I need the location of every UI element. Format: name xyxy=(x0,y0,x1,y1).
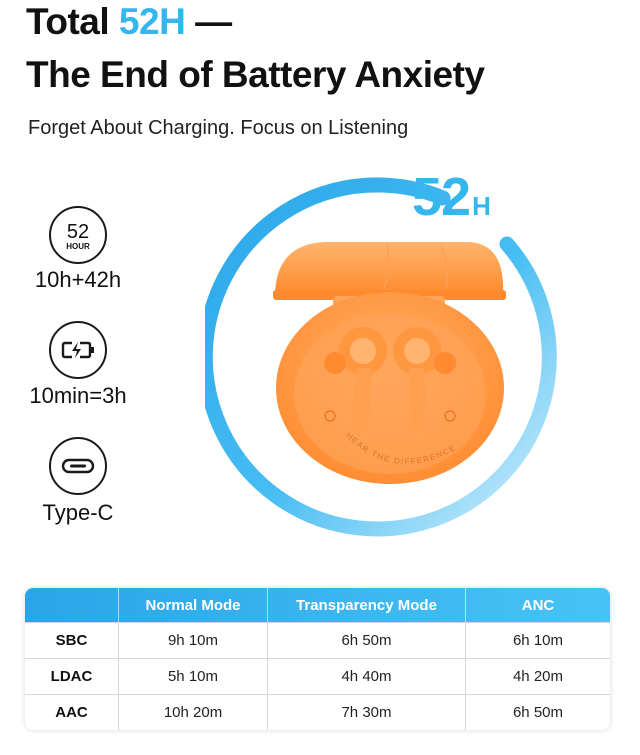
table-cell: 4h 40m xyxy=(267,659,465,694)
table-cell: 10h 20m xyxy=(118,695,267,730)
table-cell: 7h 30m xyxy=(267,695,465,730)
usb-c-port-icon xyxy=(49,437,107,495)
table-header-normal-mode: Normal Mode xyxy=(118,588,267,622)
hour-badge-number: 52 xyxy=(66,220,90,243)
table-cell: 6h 50m xyxy=(267,623,465,658)
left-earbud xyxy=(324,327,387,435)
charge-label: 10min=3h xyxy=(29,383,127,408)
ring-value-unit: H xyxy=(472,191,491,221)
hour-badge-icon: 52 HOUR xyxy=(49,206,107,264)
table-cell: 9h 10m xyxy=(118,623,267,658)
headline-line-2: The End of Battery Anxiety xyxy=(26,54,485,95)
table-cell: 5h 10m xyxy=(118,659,267,694)
table-row: SBC 9h 10m 6h 50m 6h 10m xyxy=(25,622,610,658)
table-header-row: Normal Mode Transparency Mode ANC xyxy=(25,588,610,622)
table-cell-codec: SBC xyxy=(55,632,88,649)
ring-value-number: 52 xyxy=(412,167,471,227)
table-cell: 4h 20m xyxy=(465,659,610,694)
headline-prefix: Total xyxy=(26,1,119,42)
table-row: LDAC 5h 10m 4h 40m 4h 20m xyxy=(25,658,610,694)
ring-arc xyxy=(205,177,557,537)
battery-ring: HEAR THE DIFFERENCE xyxy=(205,177,557,537)
table-row: AAC 10h 20m 7h 30m 6h 50m xyxy=(25,694,610,730)
case-lid xyxy=(275,242,504,293)
headline-suffix: — xyxy=(185,1,232,42)
battery-charge-icon xyxy=(49,321,107,379)
headline-line-1: Total 52H — xyxy=(26,3,232,40)
type-c-label: Type-C xyxy=(42,500,114,525)
table-cell-codec: AAC xyxy=(55,704,88,721)
table-cell: 6h 10m xyxy=(465,623,610,658)
table-header-transparency-mode: Transparency Mode xyxy=(267,588,465,622)
table-cell-codec: LDAC xyxy=(50,668,93,685)
table-header-anc: ANC xyxy=(465,588,610,622)
headline-highlight: 52H xyxy=(118,1,186,42)
hours-label: 10h+42h xyxy=(34,267,122,292)
table-cell: 6h 50m xyxy=(465,695,610,730)
subtitle: Forget About Charging. Focus on Listenin… xyxy=(28,117,409,139)
battery-table: Normal Mode Transparency Mode ANC SBC 9h… xyxy=(25,588,610,730)
ring-value: 52H xyxy=(412,167,491,227)
right-earbud xyxy=(393,327,456,435)
hour-badge-unit: HOUR xyxy=(66,241,90,251)
table-header-cell xyxy=(25,588,118,622)
